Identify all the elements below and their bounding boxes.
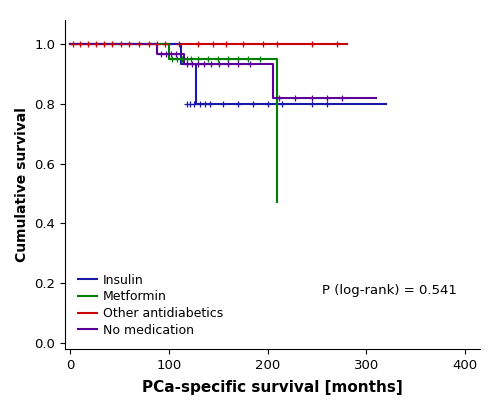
Insulin (194, 101, 200, 106)
Metformin (274, 57, 280, 61)
X-axis label: PCa-specific survival [months]: PCa-specific survival [months] (142, 380, 403, 395)
Metformin (166, 57, 172, 61)
No medication (67, 42, 73, 47)
Line: Metformin: Metformin (70, 44, 278, 203)
No medication (270, 62, 276, 67)
Insulin (194, 62, 200, 67)
Line: Insulin: Insulin (70, 44, 386, 104)
No medication (154, 42, 160, 47)
Other antidiabetics (344, 42, 349, 47)
No medication (373, 95, 380, 100)
Other antidiabetics (67, 42, 73, 47)
No medication (154, 51, 160, 56)
Insulin (178, 42, 184, 47)
Metformin (166, 42, 172, 47)
Text: P (log-rank) = 0.541: P (log-rank) = 0.541 (322, 284, 457, 297)
Metformin (274, 200, 280, 205)
Insulin (178, 62, 184, 67)
Legend: Insulin, Metformin, Other antidiabetics, No medication: Insulin, Metformin, Other antidiabetics,… (73, 269, 228, 342)
Line: No medication: No medication (70, 44, 376, 98)
Insulin (383, 101, 389, 106)
No medication (270, 95, 276, 100)
No medication (180, 51, 186, 56)
Metformin (67, 42, 73, 47)
Insulin (67, 42, 73, 47)
Y-axis label: Cumulative survival: Cumulative survival (14, 107, 28, 262)
No medication (180, 62, 186, 67)
